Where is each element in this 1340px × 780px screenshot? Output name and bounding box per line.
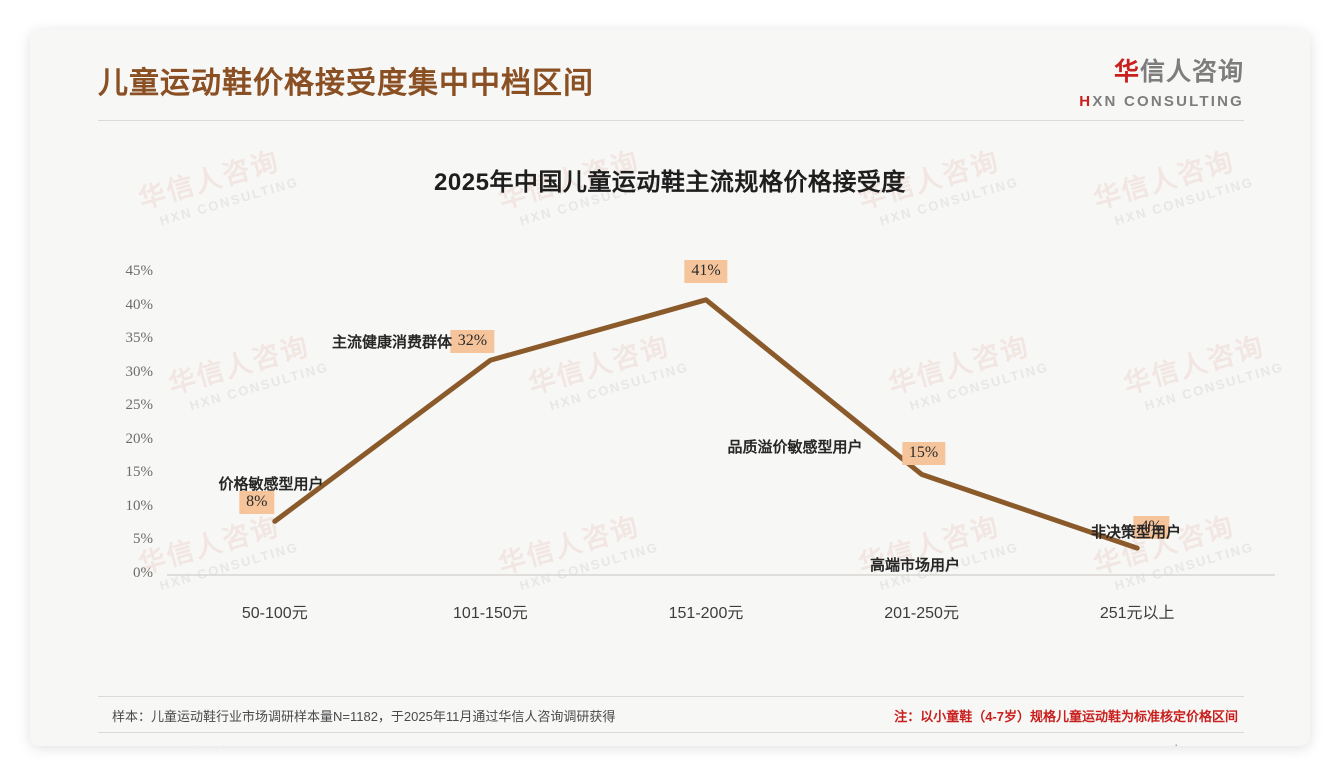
watermark: 华信人咨询 HXN CONSULTING	[135, 506, 301, 598]
y-axis-tick-label: 35%	[125, 330, 154, 347]
logo-chinese-rest: 信人咨询	[1139, 58, 1244, 86]
data-point-label: 15%	[901, 442, 946, 466]
x-axis-tick-label: 50-100元	[241, 605, 308, 622]
watermark: 华信人咨询 HXN CONSULTING	[165, 326, 331, 418]
watermark: 华信人咨询 HXN CONSULTING	[885, 326, 1051, 418]
footer-divider-top	[98, 696, 1244, 697]
y-axis-tick-label: 20%	[125, 430, 154, 447]
footer-red-note: 注：以小童鞋（4-7岁）规格儿童运动鞋为标准核定价格区间	[894, 709, 1238, 724]
y-axis-tick-label: 15%	[125, 464, 154, 481]
watermark-english: HXN CONSULTING	[1112, 538, 1256, 594]
watermark: 华信人咨询 HXN CONSULTING	[525, 326, 691, 418]
header-divider	[98, 120, 1244, 121]
watermark-chinese: 华信人咨询	[165, 330, 313, 400]
x-axis-tick-label: 151-200元	[668, 605, 744, 622]
chart-svg	[167, 297, 1275, 576]
y-axis-tick-label: 45%	[125, 263, 154, 279]
watermark-english: HXN CONSULTING	[547, 358, 691, 414]
data-point-label: 32%	[450, 330, 495, 354]
watermark-chinese: 华信人咨询	[885, 330, 1033, 400]
logo-english-rest: XN CONSULTING	[1092, 93, 1244, 110]
watermark-english: HXN CONSULTING	[1142, 358, 1286, 414]
watermark-english: HXN CONSULTING	[907, 358, 1051, 414]
brand-logo: 华信人咨询 HXN CONSULTING	[1079, 60, 1244, 110]
chart-annotation: 非决策型用户	[1090, 524, 1182, 541]
y-axis-tick-label: 30%	[125, 363, 154, 380]
y-axis-tick-label: 5%	[133, 531, 153, 548]
data-point-label: 8%	[239, 491, 275, 515]
watermark-chinese: 华信人咨询	[495, 510, 643, 580]
logo-english-accent: H	[1079, 93, 1093, 110]
y-axis-tick-label: 40%	[125, 296, 154, 313]
watermark: 华信人咨询 HXN CONSULTING	[1120, 326, 1286, 418]
watermark-chinese: 华信人咨询	[525, 330, 673, 400]
x-axis-tick-label: 201-250元	[884, 605, 959, 622]
footer-sample-note: 样本：儿童运动鞋行业市场调研样本量N=1182，于2025年11月通过华信人咨询…	[112, 709, 616, 724]
watermark-english: HXN CONSULTING	[157, 538, 301, 594]
watermark: 华信人咨询 HXN CONSULTING	[855, 506, 1021, 598]
x-axis-tick-label: 101-150元	[453, 605, 528, 622]
watermark: 华信人咨询 HXN CONSULTING	[495, 506, 661, 598]
watermark-chinese: 华信人咨询	[1090, 510, 1238, 580]
chart-title: 2025年中国儿童运动鞋主流规格价格接受度	[434, 169, 906, 196]
footer-url: www.hxrcon.com	[1144, 742, 1242, 746]
watermark-english: HXN CONSULTING	[187, 358, 331, 414]
page-title: 儿童运动鞋价格接受度集中中档区间	[98, 67, 594, 100]
slide-card: 华信人咨询 HXN CONSULTING 华信人咨询 HXN CONSULTING 华信…	[30, 30, 1310, 746]
footer-copyright: ©2026.1 HXR华信人咨询	[98, 742, 243, 746]
y-axis-tick-label: 0%	[133, 565, 153, 581]
watermark-chinese: 华信人咨询	[135, 510, 283, 580]
chart-plot	[30, 30, 1310, 746]
data-point-label: 4%	[1133, 516, 1169, 540]
data-point-label: 41%	[684, 259, 728, 283]
x-axis-tick-label: 251元以上	[1099, 605, 1175, 622]
slide-header: 儿童运动鞋价格接受度集中中档区间 华信人咨询 HXN CONSULTING	[30, 30, 1310, 122]
y-axis-tick-label: 10%	[125, 497, 154, 514]
watermark-english: HXN CONSULTING	[517, 538, 661, 594]
chart-annotation: 主流健康消费群体	[331, 334, 453, 351]
chart-annotation: 品质溢价敏感型用户	[727, 439, 863, 456]
watermark-chinese: 华信人咨询	[1120, 330, 1268, 400]
footer-divider-bottom	[98, 732, 1244, 733]
chart-annotation: 价格敏感型用户	[218, 476, 324, 493]
chart-annotation: 高端市场用户	[869, 557, 961, 574]
logo-chinese: 华信人咨询	[1079, 60, 1244, 85]
logo-english: HXN CONSULTING	[1079, 94, 1244, 109]
y-axis-tick-label: 25%	[125, 397, 154, 414]
logo-chinese-accent: 华	[1113, 58, 1140, 86]
